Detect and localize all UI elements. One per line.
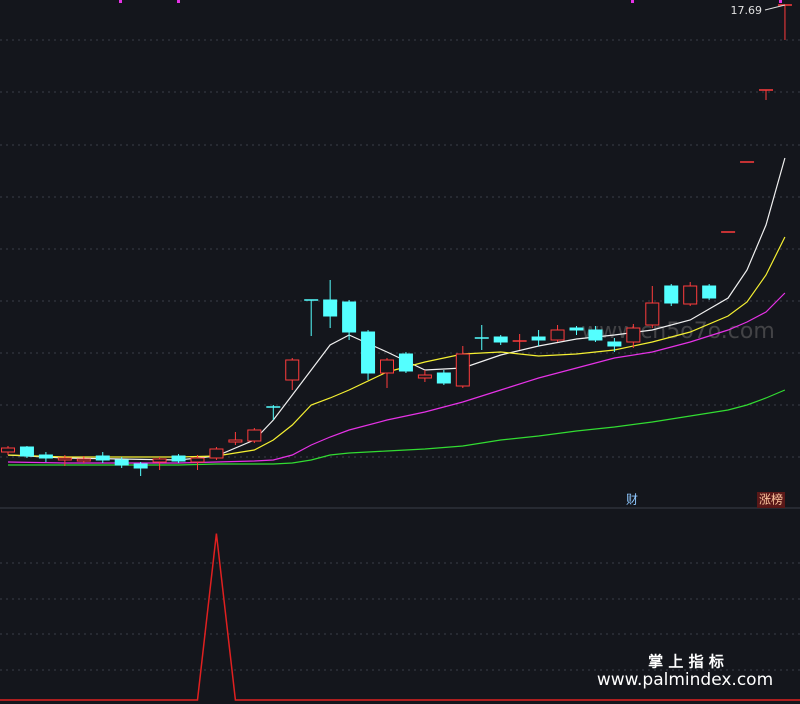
candle-body xyxy=(114,459,129,466)
candle-body xyxy=(588,329,603,341)
candle-body xyxy=(171,455,186,462)
candle-body xyxy=(19,446,34,457)
candle-body xyxy=(607,341,622,347)
candle-body xyxy=(455,353,470,387)
candle-body xyxy=(38,454,53,459)
candle-body xyxy=(95,455,110,461)
candle-body xyxy=(285,359,300,381)
candle-body xyxy=(436,372,451,384)
candle-body xyxy=(569,327,584,331)
candle-body xyxy=(493,336,508,343)
footer-caption: 掌 上 指 标 xyxy=(648,653,724,671)
annotation: 财 xyxy=(626,493,638,507)
candle-body xyxy=(228,439,243,443)
candle-body xyxy=(626,327,641,343)
ma-line xyxy=(8,389,786,466)
max-pointer xyxy=(764,4,786,11)
candle-body xyxy=(209,448,224,459)
candle-body xyxy=(702,285,717,299)
candle-body xyxy=(550,329,565,341)
candle-body xyxy=(76,458,91,462)
candle-body xyxy=(133,463,148,469)
marker-dot xyxy=(119,0,122,3)
max-label: 17.69 xyxy=(731,4,763,17)
indicator-line xyxy=(0,533,800,701)
annotation-badge xyxy=(757,492,785,508)
candle-body xyxy=(361,331,376,374)
candle-body xyxy=(417,374,432,379)
marker-dot xyxy=(779,0,782,3)
marker-dot xyxy=(631,0,634,3)
candle-body xyxy=(57,457,72,461)
candle-body xyxy=(1,447,15,453)
annotation: 涨榜 xyxy=(759,492,783,507)
candle-body xyxy=(664,285,679,304)
marker-dot xyxy=(177,0,180,3)
candle-body xyxy=(323,299,338,317)
candle-body xyxy=(531,336,546,341)
footer-source: www.palmindex.com xyxy=(597,670,773,690)
candle-body xyxy=(342,301,357,333)
candle-body xyxy=(380,359,394,374)
candle-body xyxy=(190,457,205,463)
candle-body xyxy=(645,302,660,326)
candle-body xyxy=(152,458,167,463)
candle-body xyxy=(398,353,413,372)
candle-body xyxy=(683,285,698,305)
ma-line xyxy=(7,292,786,464)
candle-body xyxy=(247,429,262,442)
